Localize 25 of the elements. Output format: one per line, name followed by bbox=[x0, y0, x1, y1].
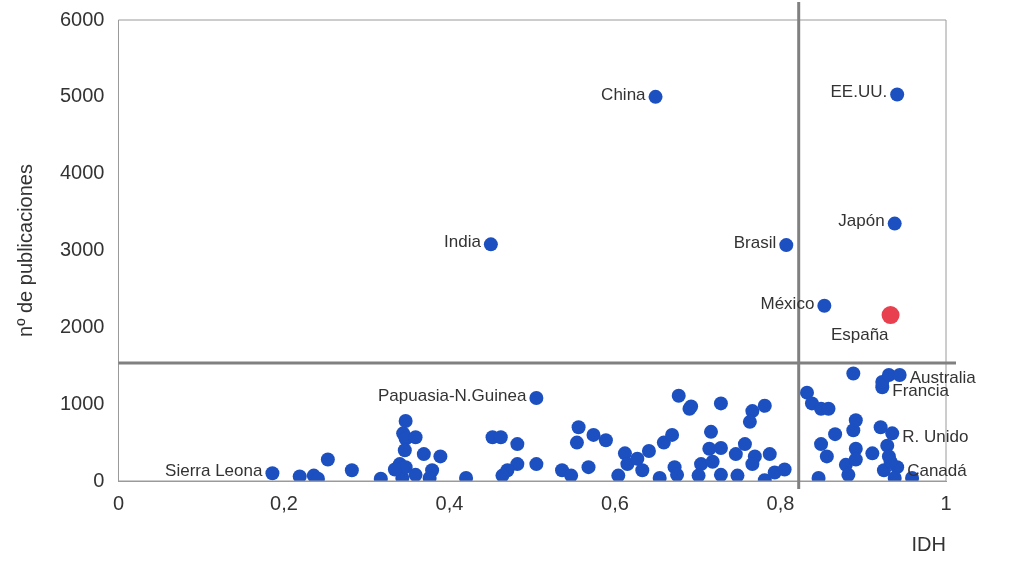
series-label: España bbox=[830, 324, 890, 344]
x-tick-label: 1 bbox=[940, 491, 952, 514]
y-tick-label: 4000 bbox=[59, 161, 105, 184]
x-tick-label: 0,6 bbox=[601, 491, 629, 514]
y-axis-title: nº de publicaciones bbox=[13, 164, 36, 337]
annotation: India bbox=[444, 232, 482, 252]
annotation: Brasil bbox=[733, 232, 777, 252]
y-tick-label: 0 bbox=[93, 468, 105, 491]
annotation: Canadá bbox=[907, 460, 968, 480]
y-tick-label: 1000 bbox=[59, 391, 105, 414]
annotation: EE.UU. bbox=[830, 82, 888, 102]
x-tick-label: 0 bbox=[112, 491, 125, 514]
annotation: China bbox=[601, 84, 647, 104]
y-tick-label: 2000 bbox=[59, 314, 105, 337]
annotation: Sierra Leona bbox=[165, 461, 263, 480]
x-tick-label: 0,4 bbox=[435, 491, 464, 514]
annotation: Japón bbox=[838, 211, 885, 231]
y-tick-label: 3000 bbox=[59, 238, 105, 261]
y-tick-label: 6000 bbox=[59, 7, 105, 30]
annotation: Papuasia-N.Guinea bbox=[378, 385, 527, 405]
x-axis-title: IDH bbox=[911, 532, 946, 555]
x-tick-label: 0,2 bbox=[270, 491, 298, 514]
y-tick-label: 5000 bbox=[59, 84, 105, 107]
x-tick-label: 0,8 bbox=[766, 491, 795, 514]
annotation: R. Unido bbox=[902, 426, 969, 446]
